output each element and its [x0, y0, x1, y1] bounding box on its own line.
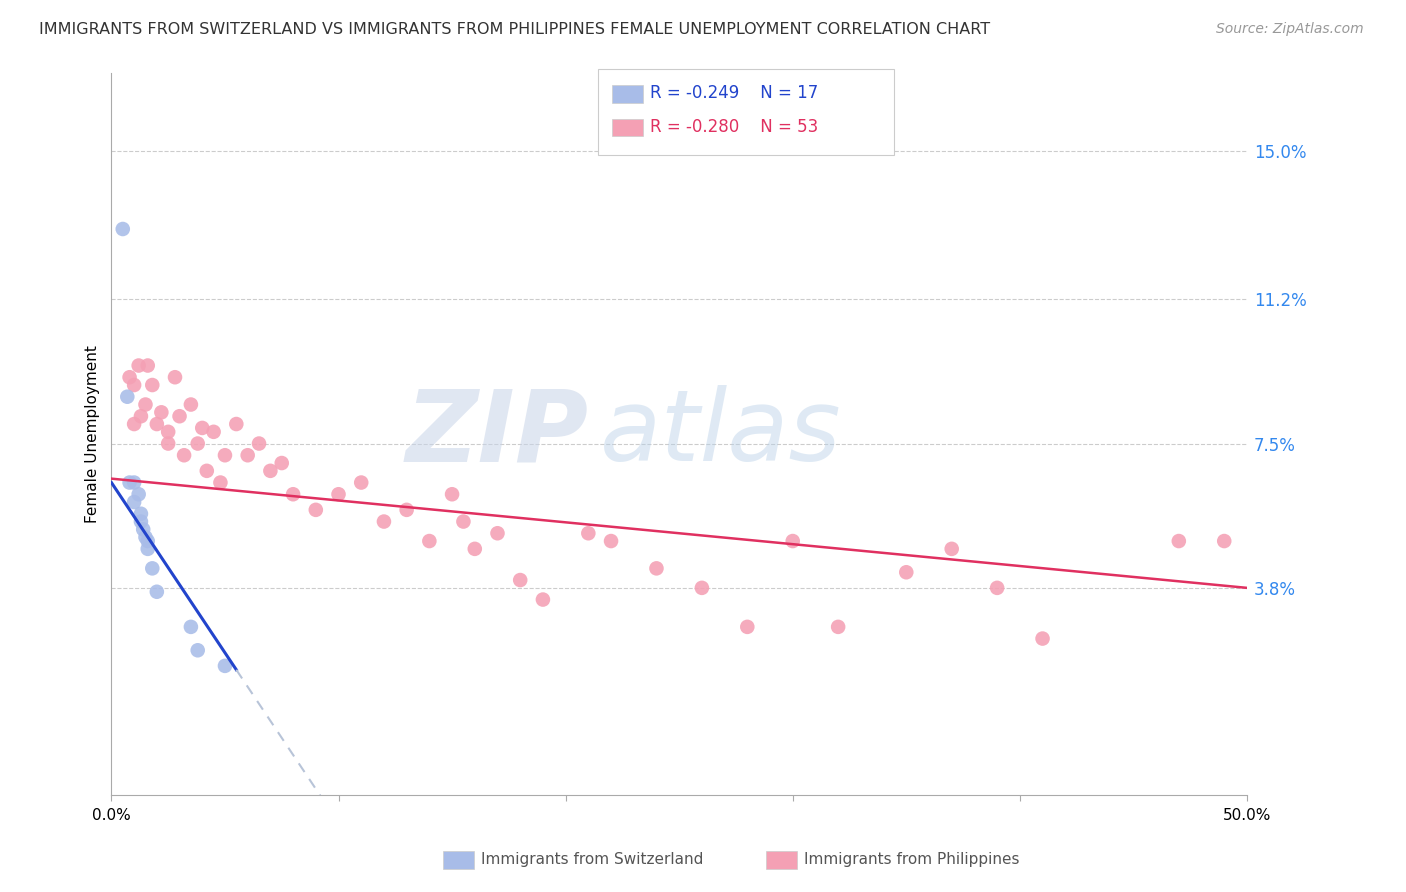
- Point: [328, 487, 350, 501]
- Point: [141, 378, 163, 392]
- Point: [270, 456, 292, 470]
- Point: [395, 503, 418, 517]
- Point: [157, 425, 180, 439]
- Point: [163, 370, 186, 384]
- Point: [576, 526, 599, 541]
- Point: [136, 359, 159, 373]
- Point: [146, 584, 169, 599]
- Point: [129, 507, 152, 521]
- Point: [305, 503, 328, 517]
- Point: [645, 561, 668, 575]
- Point: [129, 409, 152, 424]
- Y-axis label: Female Unemployment: Female Unemployment: [86, 345, 100, 523]
- Point: [214, 448, 236, 462]
- Point: [132, 522, 155, 536]
- Point: [134, 530, 156, 544]
- Point: [214, 658, 236, 673]
- Point: [350, 475, 373, 490]
- Point: [1167, 534, 1189, 549]
- Point: [259, 464, 281, 478]
- Point: [236, 448, 259, 462]
- Point: [118, 370, 141, 384]
- Point: [986, 581, 1008, 595]
- Point: [464, 541, 486, 556]
- Point: [122, 495, 145, 509]
- Point: [146, 417, 169, 431]
- Point: [247, 436, 270, 450]
- Point: [896, 566, 918, 580]
- Point: [187, 436, 209, 450]
- Point: [157, 436, 180, 450]
- Text: R = -0.280    N = 53: R = -0.280 N = 53: [650, 118, 818, 136]
- Point: [128, 359, 150, 373]
- Point: [180, 398, 202, 412]
- Point: [782, 534, 804, 549]
- Point: [509, 573, 531, 587]
- Point: [117, 390, 139, 404]
- Point: [122, 378, 145, 392]
- Point: [418, 534, 440, 549]
- Text: ZIP: ZIP: [405, 385, 588, 483]
- Text: atlas: atlas: [600, 385, 841, 483]
- Point: [136, 541, 159, 556]
- Point: [737, 620, 759, 634]
- Point: [1213, 534, 1236, 549]
- Point: [122, 417, 145, 431]
- Point: [150, 405, 173, 419]
- Point: [941, 541, 963, 556]
- Point: [141, 561, 163, 575]
- Point: [453, 515, 475, 529]
- Point: [441, 487, 464, 501]
- Point: [195, 464, 218, 478]
- Point: [173, 448, 195, 462]
- Point: [209, 475, 232, 490]
- Text: Source: ZipAtlas.com: Source: ZipAtlas.com: [1216, 22, 1364, 37]
- Point: [202, 425, 225, 439]
- Point: [531, 592, 554, 607]
- Point: [111, 222, 134, 236]
- Point: [191, 421, 214, 435]
- Point: [169, 409, 191, 424]
- Point: [225, 417, 247, 431]
- Point: [281, 487, 304, 501]
- Point: [180, 620, 202, 634]
- Point: [827, 620, 849, 634]
- Text: IMMIGRANTS FROM SWITZERLAND VS IMMIGRANTS FROM PHILIPPINES FEMALE UNEMPLOYMENT C: IMMIGRANTS FROM SWITZERLAND VS IMMIGRANT…: [39, 22, 990, 37]
- Point: [136, 534, 159, 549]
- Text: Immigrants from Philippines: Immigrants from Philippines: [804, 853, 1019, 867]
- Point: [486, 526, 509, 541]
- Point: [187, 643, 209, 657]
- Point: [118, 475, 141, 490]
- Text: R = -0.249    N = 17: R = -0.249 N = 17: [650, 84, 818, 102]
- Point: [129, 515, 152, 529]
- Text: Immigrants from Switzerland: Immigrants from Switzerland: [481, 853, 703, 867]
- Point: [128, 487, 150, 501]
- Point: [1032, 632, 1054, 646]
- Point: [122, 475, 145, 490]
- Point: [134, 398, 156, 412]
- Point: [690, 581, 713, 595]
- Point: [373, 515, 395, 529]
- Point: [600, 534, 623, 549]
